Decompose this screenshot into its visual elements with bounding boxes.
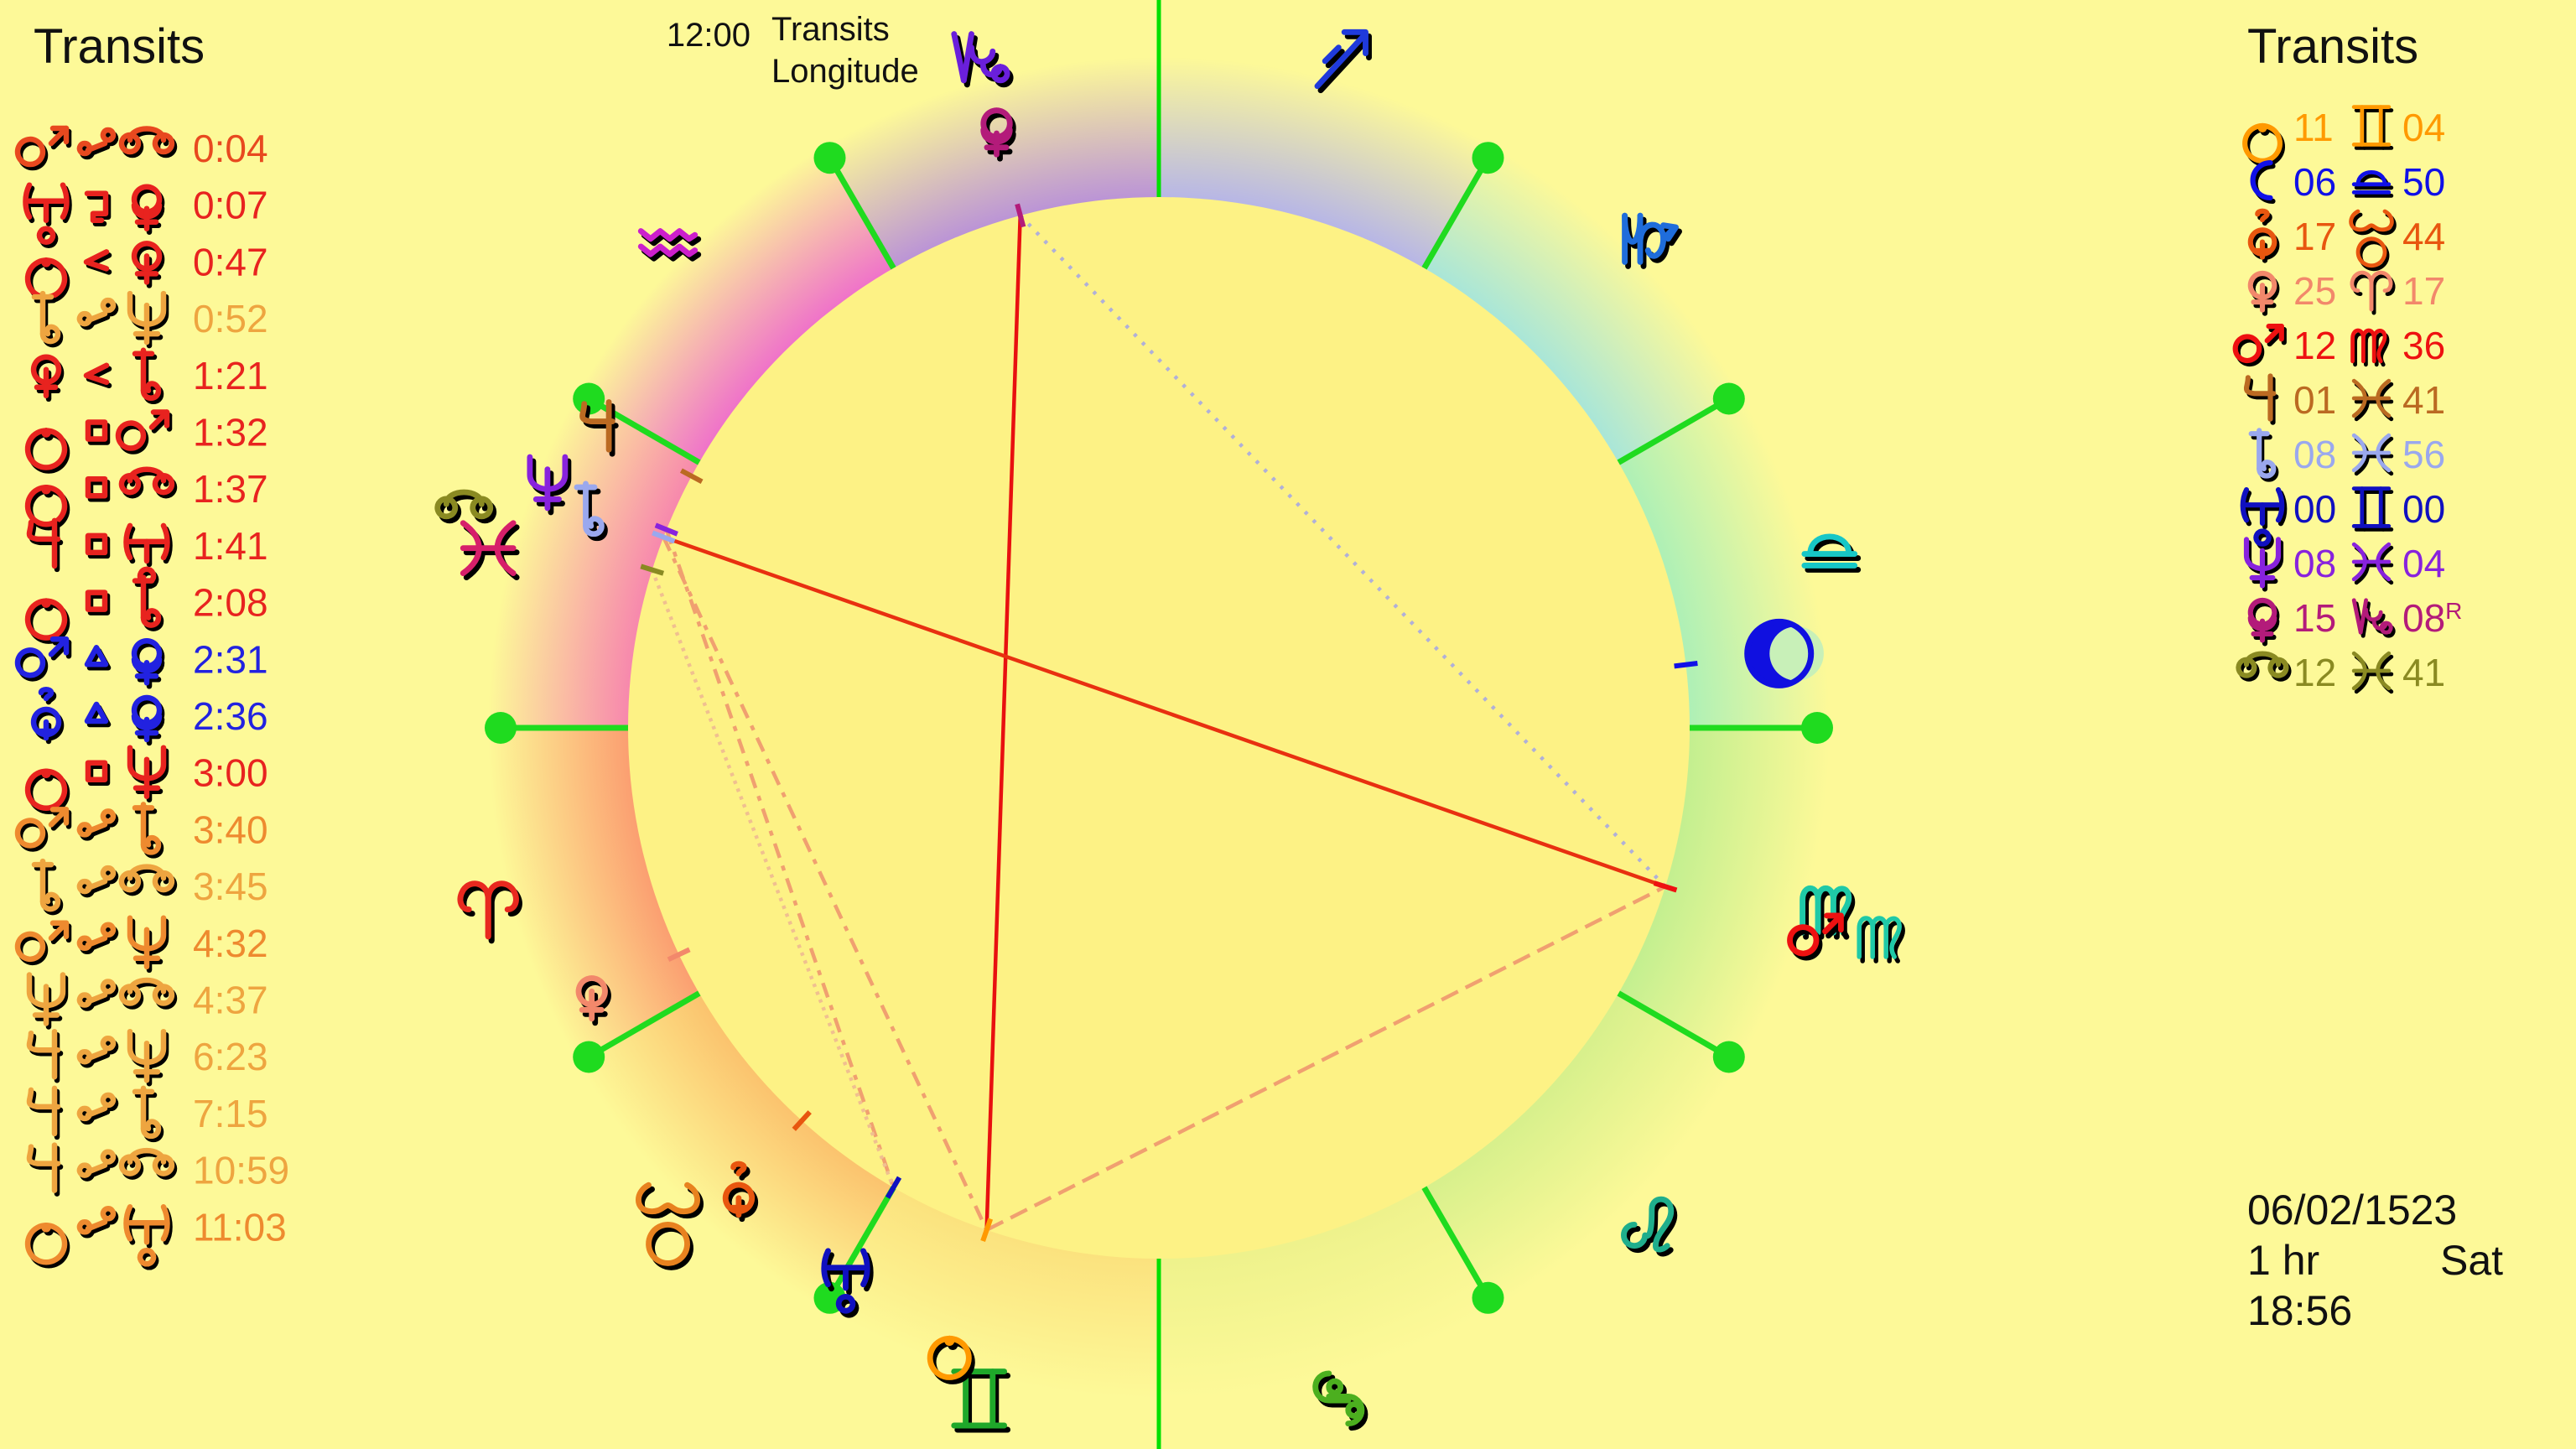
svg-text:08: 08 <box>2293 542 2336 585</box>
svg-text:3:45: 3:45 <box>193 865 268 908</box>
svg-text:3:00: 3:00 <box>193 751 268 795</box>
svg-text:Longitude: Longitude <box>771 53 919 90</box>
svg-text:0:47: 0:47 <box>193 240 268 283</box>
svg-text:7:15: 7:15 <box>193 1092 268 1135</box>
svg-text:1 hr: 1 hr <box>2247 1237 2319 1284</box>
svg-text:11:03: 11:03 <box>193 1205 287 1249</box>
svg-text:08R: 08R <box>2402 596 2462 640</box>
svg-text:11: 11 <box>2293 106 2334 149</box>
svg-text:41: 41 <box>2402 651 2445 694</box>
svg-text:08: 08 <box>2293 433 2336 476</box>
svg-text:25: 25 <box>2293 269 2336 313</box>
svg-text:Transits: Transits <box>771 11 890 48</box>
svg-text:12: 12 <box>2293 324 2336 367</box>
svg-text:04: 04 <box>2402 542 2445 585</box>
svg-text:00: 00 <box>2293 487 2336 531</box>
svg-text:17: 17 <box>2293 215 2336 258</box>
svg-text:36: 36 <box>2402 324 2445 367</box>
svg-text:12: 12 <box>2293 651 2336 694</box>
svg-text:18:56: 18:56 <box>2247 1287 2352 1334</box>
svg-text:15: 15 <box>2293 596 2336 640</box>
svg-text:3:40: 3:40 <box>193 808 268 851</box>
svg-text:1:32: 1:32 <box>193 411 268 454</box>
svg-text:2:08: 2:08 <box>193 581 268 625</box>
svg-text:0:04: 0:04 <box>193 127 268 170</box>
svg-text:1:21: 1:21 <box>193 354 268 397</box>
svg-text:44: 44 <box>2402 215 2445 258</box>
svg-text:00: 00 <box>2402 487 2445 531</box>
svg-text:0:52: 0:52 <box>193 297 268 340</box>
svg-text:01: 01 <box>2293 378 2336 422</box>
svg-text:Transits: Transits <box>34 19 205 74</box>
svg-text:6:23: 6:23 <box>193 1035 268 1078</box>
svg-text:17: 17 <box>2402 269 2445 313</box>
svg-text:06/02/1523: 06/02/1523 <box>2247 1187 2457 1233</box>
svg-text:41: 41 <box>2402 378 2445 422</box>
svg-text:06: 06 <box>2293 160 2336 204</box>
svg-text:4:37: 4:37 <box>193 979 268 1022</box>
svg-text:1:41: 1:41 <box>193 524 268 568</box>
svg-text:2:36: 2:36 <box>193 694 268 738</box>
svg-text:56: 56 <box>2402 433 2445 476</box>
svg-text:1:37: 1:37 <box>193 467 268 511</box>
svg-text:12:00: 12:00 <box>667 17 750 54</box>
svg-text:0:07: 0:07 <box>193 184 268 227</box>
svg-text:Transits: Transits <box>2247 19 2418 74</box>
svg-text:10:59: 10:59 <box>193 1149 289 1192</box>
svg-text:Sat: Sat <box>2440 1237 2503 1284</box>
svg-text:04: 04 <box>2402 106 2445 149</box>
svg-text:2:31: 2:31 <box>193 637 268 681</box>
svg-text:4:32: 4:32 <box>193 922 268 965</box>
svg-text:50: 50 <box>2402 160 2445 204</box>
